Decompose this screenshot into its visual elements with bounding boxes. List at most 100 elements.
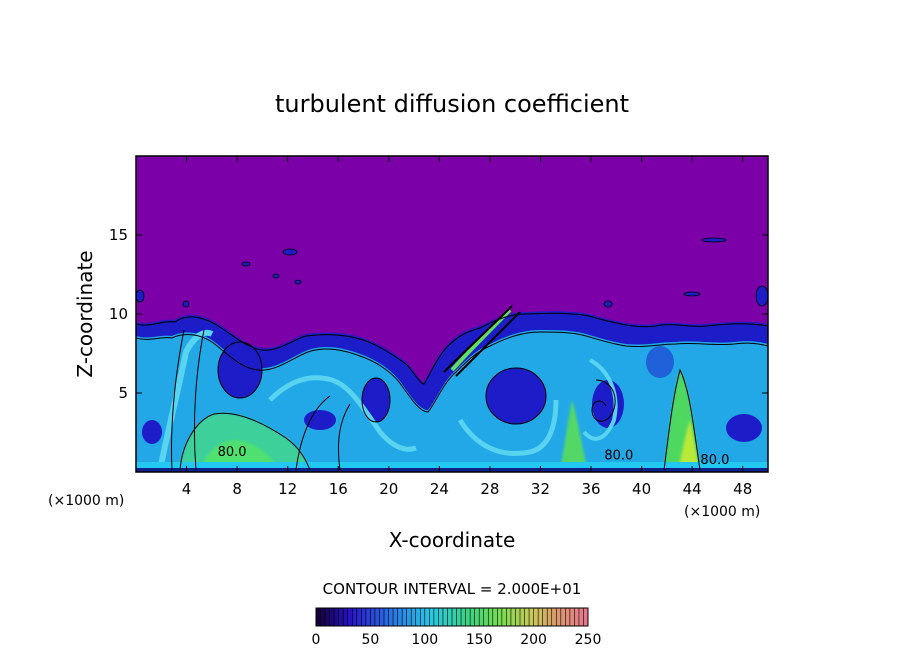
- eddy-left: [142, 420, 162, 444]
- aloft-patch: [294, 279, 302, 285]
- colorbar-cell: [411, 608, 417, 626]
- colorbar-cell: [338, 608, 344, 626]
- x-tick-label: 24: [430, 480, 449, 498]
- colorbar-cell: [510, 608, 516, 626]
- colorbar-cell: [397, 608, 403, 626]
- colorbar-cell: [565, 608, 571, 626]
- aloft-patch: [182, 300, 190, 308]
- contour-spiral-37km: [591, 379, 616, 422]
- x-tick-label: 20: [379, 480, 398, 498]
- x-tick-label: 32: [531, 480, 550, 498]
- eddy-30km: [486, 368, 546, 424]
- contour-column-14km: [295, 395, 351, 471]
- colorbar-cell: [488, 608, 494, 626]
- green-streak-27km: [450, 308, 512, 372]
- colorbar-cell: [325, 608, 330, 626]
- aloft-patches: [136, 237, 768, 308]
- x-unit-left: (×1000 m): [48, 493, 124, 509]
- colorbar-cell: [365, 608, 371, 626]
- colorbar-tick-label: 100: [411, 632, 438, 648]
- colorbar-cell: [569, 608, 575, 626]
- colorbar-cell: [515, 608, 521, 626]
- colorbar-cell: [316, 608, 321, 626]
- colorbar-cell: [374, 608, 380, 626]
- y-tick-label: 10: [109, 305, 128, 323]
- colorbar-cell: [497, 608, 503, 626]
- contour-label: 80.0: [604, 448, 633, 463]
- chart-title: turbulent diffusion coefficient: [275, 90, 629, 118]
- colorbar-tick-label: 50: [361, 632, 379, 648]
- colorbar-cell: [438, 608, 444, 626]
- field-layer-cyan: [136, 330, 768, 472]
- colorbar-cell: [542, 608, 548, 626]
- aloft-patch: [282, 248, 298, 256]
- eddy-37km: [592, 380, 624, 428]
- colorbar-cell: [492, 608, 498, 626]
- yellow-patch-43km: [678, 420, 700, 470]
- colorbar-cell: [433, 608, 439, 626]
- colorbar-cell: [388, 608, 394, 626]
- colorbar-cell: [379, 608, 385, 626]
- green-patch-34km: [560, 400, 588, 470]
- colorbar-cell: [465, 608, 471, 626]
- x-axis-label: X-coordinate: [389, 528, 516, 552]
- contour-eddy-30km: [485, 367, 547, 425]
- colorbar-cell: [456, 608, 462, 626]
- contour-streak-27km: [443, 305, 521, 377]
- colorbar-cell: [547, 608, 553, 626]
- colorbar-cell: [329, 608, 335, 626]
- x-unit-right: (×1000 m): [684, 504, 760, 520]
- aloft-patch: [683, 291, 701, 297]
- contour-label: 80.0: [218, 445, 247, 460]
- aloft-patch: [241, 261, 251, 267]
- eddy-14km: [304, 410, 336, 430]
- colorbar-cell: [578, 608, 584, 626]
- colorbar-cell: [402, 608, 407, 626]
- contour-outer: [136, 312, 768, 385]
- aloft-patch: [136, 289, 145, 303]
- eddy-43km: [646, 346, 674, 378]
- aloft-patch: [603, 300, 613, 308]
- x-tick-label: 28: [480, 480, 499, 498]
- colorbar-cell: [479, 608, 485, 626]
- x-tick-label: 40: [632, 480, 651, 498]
- colorbar-cell: [447, 608, 453, 626]
- colorbar-cell: [452, 608, 457, 626]
- colorbar-cell: [406, 608, 412, 626]
- y-axis-label: Z-coordinate: [73, 250, 97, 377]
- colorbar-cell: [461, 608, 466, 626]
- colorbar-cell: [574, 608, 580, 626]
- colorbar-cell: [474, 608, 480, 626]
- colorbar-cell: [343, 608, 349, 626]
- contour-label: 80.0: [700, 453, 729, 468]
- colorbar-cell: [352, 608, 358, 626]
- contour-interval: CONTOUR INTERVAL = 2.000E+01: [323, 580, 582, 598]
- colorbar-cell: [524, 608, 530, 626]
- colorbar-cell: [347, 608, 353, 626]
- colorbar-tick-label: 0: [312, 632, 321, 648]
- colorbar-tick-label: 150: [466, 632, 493, 648]
- colorbar-cell: [533, 608, 539, 626]
- colorbar-cell: [424, 608, 430, 626]
- colorbar-cell: [442, 608, 448, 626]
- colorbar-cell: [334, 608, 339, 626]
- y-axis: 5 10 15: [109, 226, 768, 402]
- y-tick-label: 15: [109, 226, 128, 244]
- colorbar-cell: [538, 608, 543, 626]
- contour-green-6-12km: [179, 412, 311, 471]
- aloft-patch: [755, 285, 768, 307]
- colorbar-tick-label: 200: [520, 632, 547, 648]
- colorbar-cell: [583, 608, 589, 626]
- colorbar-cell: [420, 608, 426, 626]
- colorbar-cell: [320, 608, 326, 626]
- colorbar-cell: [556, 608, 562, 626]
- colorbar-cell: [551, 608, 557, 626]
- band-light-2: [268, 375, 417, 452]
- surface-layer: [136, 462, 768, 472]
- x-tick-label: 8: [232, 480, 242, 498]
- colorbar-frame: [315, 607, 589, 627]
- colorbar-cell: [384, 608, 389, 626]
- colorbar-cell: [415, 608, 421, 626]
- contour-column-5km: [171, 329, 205, 471]
